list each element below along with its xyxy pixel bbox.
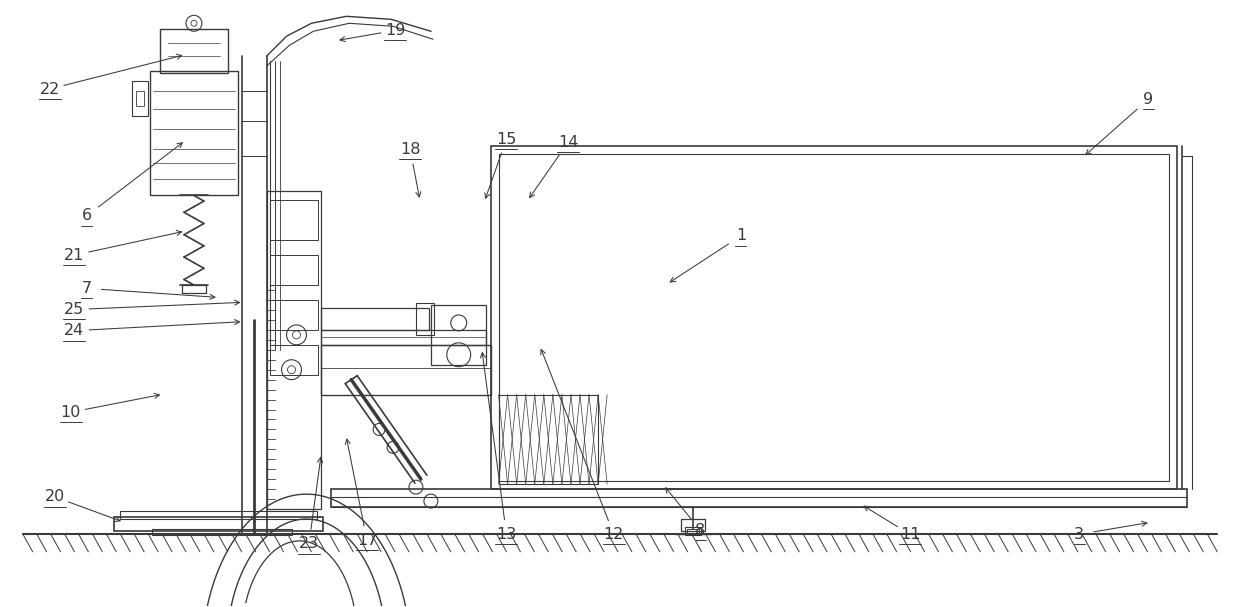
Bar: [331, 489, 1188, 507]
Bar: [269, 345, 319, 375]
Bar: [120, 511, 317, 519]
Text: 1: 1: [735, 228, 746, 243]
Bar: [491, 146, 1178, 489]
Bar: [687, 529, 698, 535]
Text: 13: 13: [496, 527, 517, 542]
Bar: [160, 29, 228, 73]
Bar: [430, 305, 486, 365]
Bar: [150, 71, 238, 195]
Bar: [269, 300, 319, 330]
Bar: [415, 303, 434, 335]
Text: 6: 6: [82, 208, 92, 223]
Text: 19: 19: [386, 23, 405, 38]
Bar: [114, 517, 324, 531]
Bar: [321, 330, 486, 345]
Text: 3: 3: [1074, 527, 1084, 542]
Bar: [498, 154, 1169, 481]
Text: 14: 14: [558, 135, 578, 150]
Text: 12: 12: [604, 527, 624, 542]
Bar: [136, 91, 144, 106]
Text: 23: 23: [299, 537, 319, 552]
Text: 22: 22: [40, 81, 60, 97]
Text: 11: 11: [900, 527, 920, 542]
Text: 10: 10: [61, 405, 81, 420]
Bar: [153, 529, 291, 535]
Text: 17: 17: [357, 533, 377, 548]
Text: 24: 24: [64, 323, 84, 338]
Bar: [267, 191, 321, 509]
Text: 8: 8: [696, 523, 706, 538]
Text: 7: 7: [82, 281, 92, 296]
Bar: [182, 285, 206, 293]
Text: 25: 25: [64, 302, 84, 317]
Text: 21: 21: [64, 248, 84, 263]
Text: 20: 20: [45, 489, 64, 504]
Bar: [684, 527, 701, 535]
Bar: [321, 345, 491, 395]
Bar: [681, 519, 704, 531]
Text: 15: 15: [496, 132, 517, 147]
Bar: [269, 200, 319, 240]
Bar: [269, 255, 319, 285]
Bar: [133, 81, 148, 116]
Bar: [321, 308, 429, 330]
Text: 9: 9: [1143, 92, 1153, 107]
Text: 18: 18: [401, 142, 420, 157]
Bar: [498, 395, 598, 484]
